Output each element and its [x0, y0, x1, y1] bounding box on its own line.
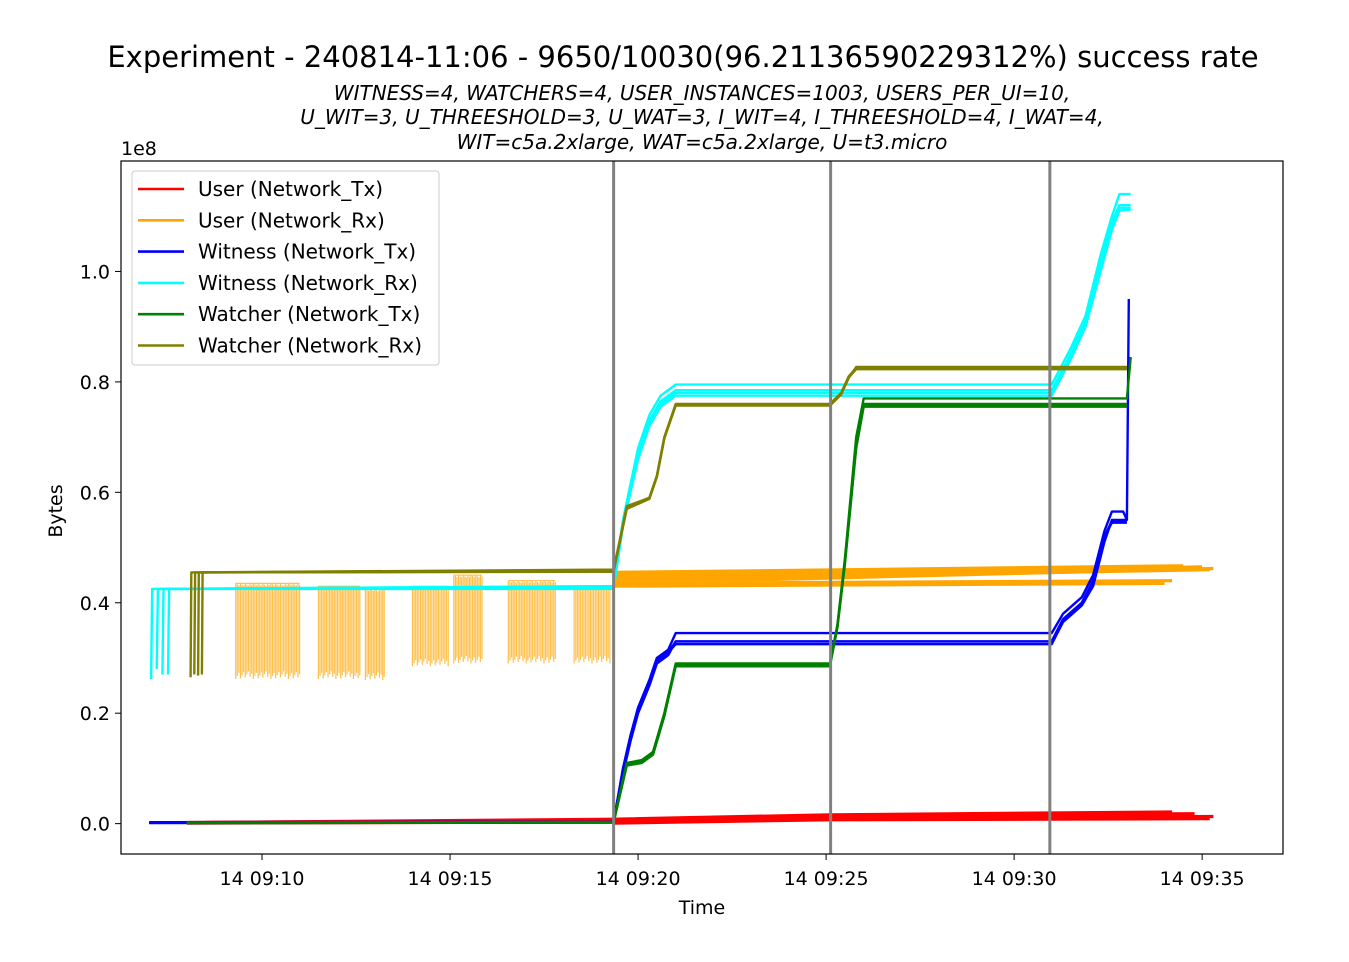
- series-user-network-rx: [613, 564, 1214, 588]
- user-rx-burst: [573, 585, 611, 664]
- legend-label: Watcher (Network_Rx): [198, 334, 422, 358]
- legend-label: User (Network_Tx): [198, 177, 383, 201]
- series-watcher-network-tx: [186, 356, 1132, 825]
- series-line: [613, 564, 1184, 574]
- x-tick-label: 14 09:20: [596, 868, 681, 890]
- y-axis: 0.0 0.2 0.4 0.6 0.8 1.0: [80, 261, 121, 836]
- legend: User (Network_Tx) User (Network_Rx) Witnes…: [131, 170, 440, 366]
- x-tick-label: 14 09:35: [1160, 868, 1245, 890]
- legend-label: Witness (Network_Rx): [198, 271, 418, 295]
- legend-label: User (Network_Rx): [198, 208, 385, 232]
- series-witness-network-tx: [149, 298, 1130, 825]
- user-rx-burst: [317, 585, 361, 679]
- user-rx-burst: [507, 580, 556, 664]
- legend-label: Watcher (Network_Tx): [198, 302, 420, 326]
- series-witness-network-rx: [149, 192, 1131, 680]
- series-line: [186, 403, 1127, 824]
- series-line: [149, 519, 1127, 824]
- series-watcher-network-rx: [189, 365, 1131, 678]
- user-rx-burst: [453, 574, 483, 664]
- y-offset-label: 1e8: [121, 138, 157, 160]
- y-tick-label: 0.0: [80, 814, 110, 836]
- axes-frame: [120, 160, 1284, 855]
- y-tick-label: 0.2: [80, 703, 110, 725]
- x-axis-label: Time: [678, 897, 726, 919]
- legend-box: [131, 170, 440, 366]
- y-tick-label: 0.6: [80, 482, 110, 504]
- user-rx-bursts: [235, 574, 611, 681]
- y-tick-label: 1.0: [80, 261, 110, 283]
- x-tick-label: 14 09:10: [220, 868, 305, 890]
- user-rx-burst: [411, 585, 449, 667]
- y-tick-label: 0.4: [80, 593, 110, 615]
- user-rx-burst: [235, 582, 301, 679]
- series-line: [166, 208, 1131, 675]
- series-line: [149, 298, 1130, 824]
- legend-label: Witness (Network_Tx): [198, 240, 416, 264]
- x-axis: 14 09:10 14 09:15 14 09:20 14 09:25 14 09:30…: [220, 854, 1245, 890]
- y-tick-label: 0.8: [80, 372, 110, 394]
- series-line: [613, 579, 1173, 585]
- series-line: [613, 581, 1165, 588]
- x-tick-label: 14 09:25: [784, 868, 869, 890]
- chart-subtitle-line-2: U_WIT=3, U_THREESHOLD=3, U_WAT=3, I_WIT=…: [300, 105, 1104, 129]
- plot-area: [149, 161, 1214, 854]
- x-tick-label: 14 09:30: [972, 868, 1057, 890]
- user-rx-burst: [364, 588, 385, 681]
- series-line: [200, 366, 1131, 675]
- series-line: [613, 568, 1210, 583]
- y-axis-label: Bytes: [45, 484, 67, 537]
- x-tick-label: 14 09:15: [408, 868, 493, 890]
- chart-title: Experiment - 240814-11:06 - 9650/10030(9…: [107, 40, 1258, 74]
- chart-subtitle-line-3: WIT=c5a.2xlarge, WAT=c5a.2xlarge, U=t3.m…: [457, 130, 948, 154]
- chart-subtitle-line-1: WITNESS=4, WATCHERS=4, USER_INSTANCES=10…: [334, 81, 1070, 105]
